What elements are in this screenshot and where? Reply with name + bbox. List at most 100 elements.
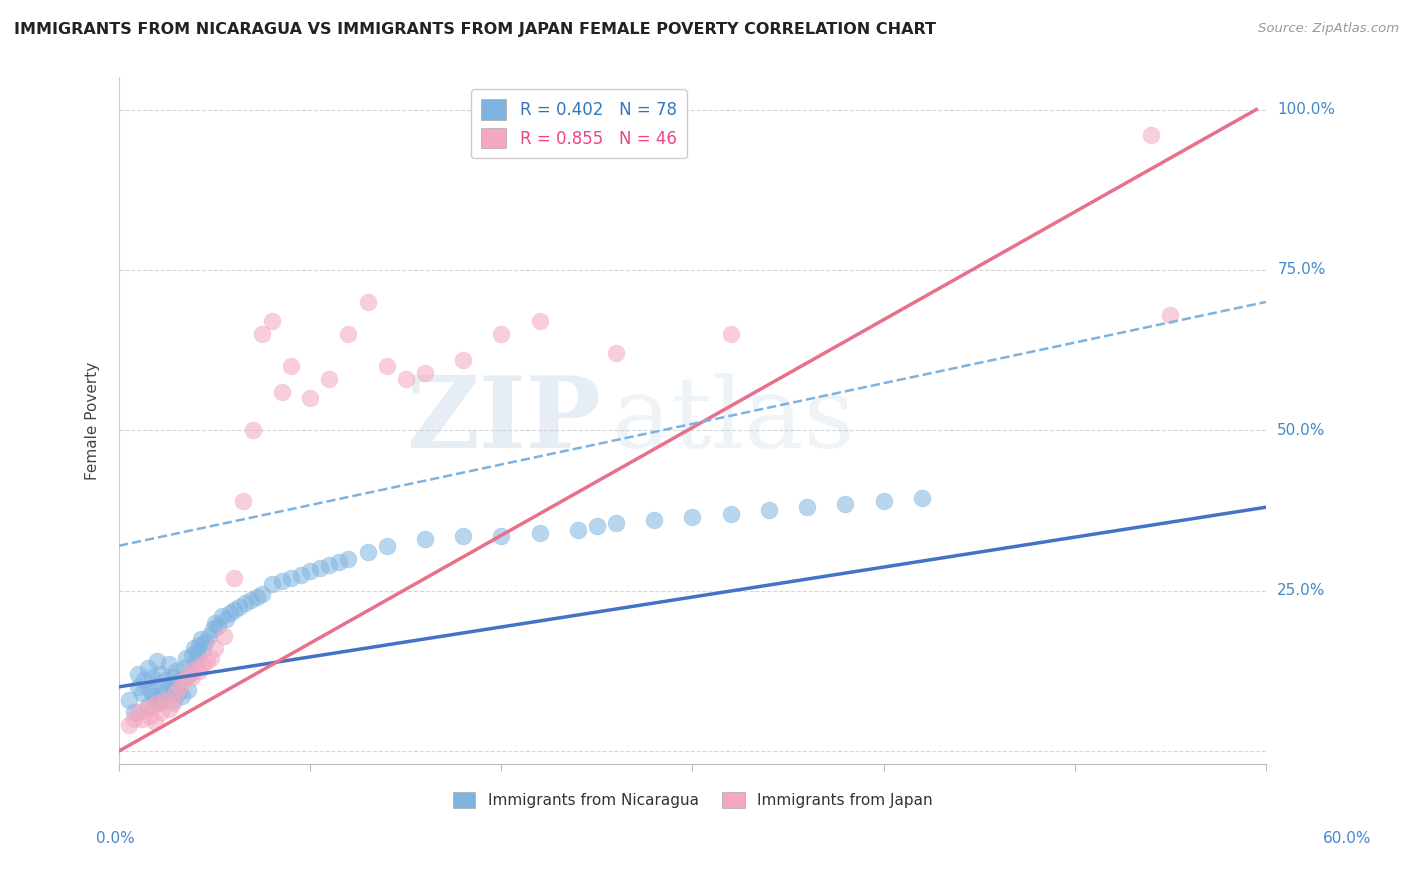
Point xyxy=(212,628,235,642)
Point xyxy=(356,295,378,310)
Point xyxy=(179,667,201,681)
Point xyxy=(150,667,173,681)
Point xyxy=(188,638,211,652)
Point xyxy=(117,692,139,706)
Point xyxy=(605,346,627,360)
Point xyxy=(395,372,418,386)
Point xyxy=(413,533,436,547)
Point xyxy=(190,632,212,646)
Point xyxy=(529,314,551,328)
Point xyxy=(280,571,302,585)
Point xyxy=(232,493,254,508)
Point xyxy=(145,715,167,730)
Text: 50.0%: 50.0% xyxy=(1277,423,1326,438)
Text: 100.0%: 100.0% xyxy=(1277,102,1336,117)
Point xyxy=(260,577,283,591)
Point xyxy=(183,641,205,656)
Point xyxy=(157,657,180,672)
Point xyxy=(169,680,191,694)
Point xyxy=(153,692,176,706)
Point xyxy=(191,657,214,672)
Point xyxy=(138,708,160,723)
Point xyxy=(165,686,187,700)
Point xyxy=(222,571,245,585)
Point xyxy=(1140,128,1163,143)
Point xyxy=(834,497,856,511)
Point xyxy=(796,500,818,515)
Point xyxy=(643,513,665,527)
Text: Source: ZipAtlas.com: Source: ZipAtlas.com xyxy=(1258,22,1399,36)
Point xyxy=(162,670,184,684)
Point xyxy=(180,670,202,684)
Y-axis label: Female Poverty: Female Poverty xyxy=(86,361,100,480)
Point xyxy=(200,651,222,665)
Point xyxy=(270,384,292,399)
Point xyxy=(204,615,226,630)
Point xyxy=(201,622,224,636)
Point xyxy=(148,696,170,710)
Point xyxy=(188,664,211,678)
Point xyxy=(131,686,153,700)
Point xyxy=(124,712,146,726)
Point xyxy=(246,590,269,604)
Point xyxy=(260,314,283,328)
Point xyxy=(211,609,233,624)
Point xyxy=(233,597,256,611)
Point xyxy=(177,667,200,681)
Point xyxy=(198,628,221,642)
Point xyxy=(136,660,159,674)
Point xyxy=(491,529,513,543)
Point xyxy=(413,366,436,380)
Point xyxy=(127,680,149,694)
Point xyxy=(219,606,242,620)
Point xyxy=(491,326,513,341)
Point xyxy=(173,673,195,688)
Text: ZIP: ZIP xyxy=(406,372,600,469)
Point xyxy=(337,326,360,341)
Point xyxy=(156,683,179,698)
Point xyxy=(177,683,200,698)
Point xyxy=(299,391,322,405)
Point xyxy=(142,699,165,714)
Point xyxy=(131,712,153,726)
Point xyxy=(146,654,169,668)
Point xyxy=(720,326,742,341)
Point xyxy=(135,702,157,716)
Point xyxy=(186,644,208,658)
Point xyxy=(117,718,139,732)
Point xyxy=(911,491,934,505)
Point xyxy=(252,326,274,341)
Text: 75.0%: 75.0% xyxy=(1277,262,1326,277)
Point xyxy=(136,699,159,714)
Point xyxy=(157,702,180,716)
Point xyxy=(174,651,197,665)
Point xyxy=(720,507,742,521)
Point xyxy=(318,558,340,572)
Point xyxy=(163,692,186,706)
Point xyxy=(142,690,165,704)
Point xyxy=(169,673,191,688)
Point xyxy=(152,686,174,700)
Point xyxy=(127,706,149,720)
Point xyxy=(146,696,169,710)
Point xyxy=(204,641,226,656)
Point xyxy=(328,555,350,569)
Point xyxy=(184,660,207,674)
Point xyxy=(872,493,894,508)
Text: 25.0%: 25.0% xyxy=(1277,583,1326,599)
Point xyxy=(451,352,474,367)
Point xyxy=(529,525,551,540)
Point xyxy=(215,612,238,626)
Point xyxy=(145,676,167,690)
Point xyxy=(375,359,398,373)
Point xyxy=(356,545,378,559)
Point xyxy=(228,599,250,614)
Point xyxy=(184,654,207,668)
Point xyxy=(153,673,176,688)
Point xyxy=(567,523,589,537)
Point xyxy=(270,574,292,588)
Point xyxy=(586,519,609,533)
Point xyxy=(165,664,187,678)
Point xyxy=(167,686,190,700)
Text: atlas: atlas xyxy=(612,373,855,468)
